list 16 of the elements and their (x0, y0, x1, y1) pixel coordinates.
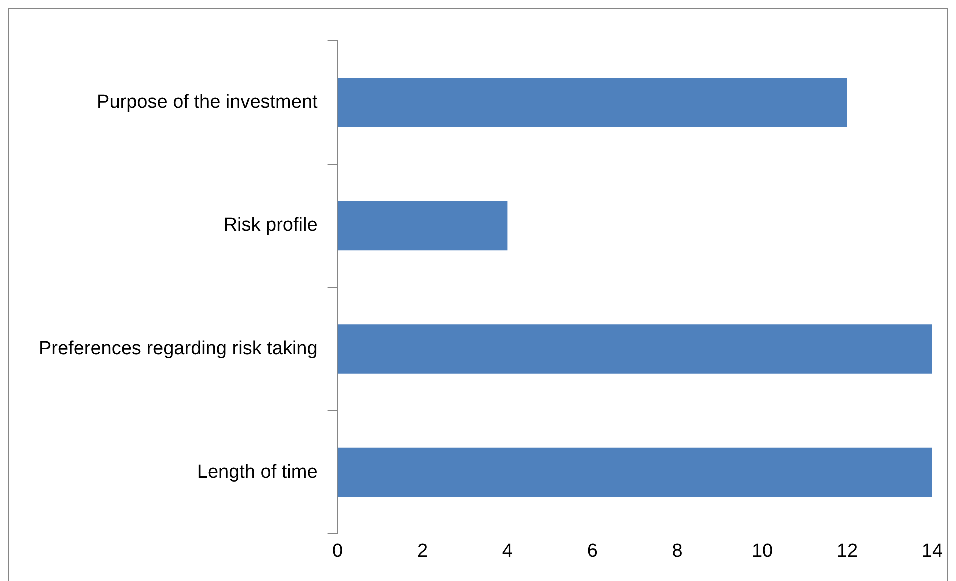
x-tick-label: 6 (587, 540, 598, 562)
bar (338, 324, 932, 374)
x-tick-label: 8 (672, 540, 683, 562)
x-tick-label: 0 (332, 540, 344, 562)
y-tick-label: Purpose of the investment (97, 92, 319, 113)
bar (338, 448, 932, 498)
y-tick-label: Preferences regarding risk taking (38, 338, 318, 360)
x-tick-label: 4 (502, 540, 514, 562)
y-tick-label: Risk profile (224, 215, 318, 236)
y-tick-label: Length of time (197, 462, 318, 483)
x-tick-label: 10 (752, 540, 774, 562)
x-tick-label: 14 (922, 540, 944, 562)
x-tick-label: 2 (417, 540, 428, 562)
bar (338, 78, 848, 128)
bar (338, 201, 508, 251)
x-tick-label: 12 (836, 540, 858, 562)
